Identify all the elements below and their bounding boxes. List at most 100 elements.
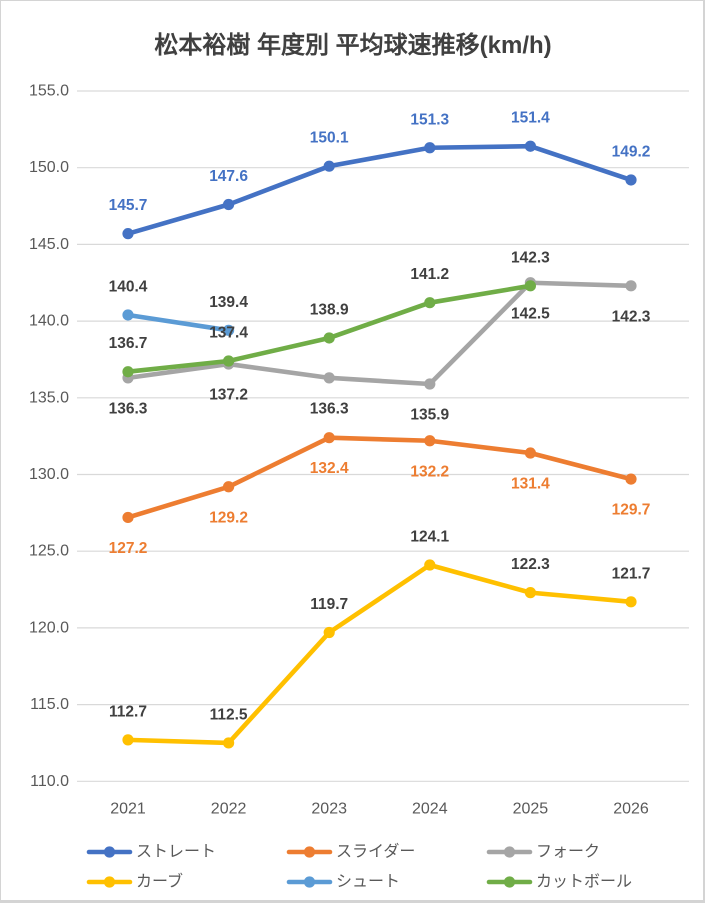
data-label-ストレート: 150.1 bbox=[310, 130, 349, 147]
series-marker-カットボール bbox=[223, 355, 235, 367]
x-axis-labels: 2021 2022 2023 2024 2025 2026 bbox=[110, 801, 649, 818]
series-marker-カットボール bbox=[424, 297, 436, 309]
data-label-スライダー: 132.4 bbox=[310, 460, 349, 477]
series-marker-シュート bbox=[122, 309, 134, 321]
legend-item-カーブ: カーブ bbox=[86, 872, 183, 891]
legend-item-フォーク: フォーク bbox=[486, 843, 600, 861]
series-marker-ストレート bbox=[122, 228, 134, 240]
series-line-ストレート bbox=[125, 143, 634, 236]
series-marker-カットボール bbox=[323, 332, 335, 344]
data-label-フォーク: 136.3 bbox=[109, 400, 148, 417]
data-label-カットボール: 142.3 bbox=[511, 249, 550, 266]
x-axis-label: 2021 bbox=[110, 801, 146, 818]
legend-marker bbox=[303, 846, 316, 858]
y-tick-label: 115.0 bbox=[30, 696, 69, 713]
data-label-スライダー: 129.7 bbox=[612, 502, 651, 519]
legend-label: ストレート bbox=[136, 844, 216, 861]
series-marker-カーブ bbox=[122, 734, 134, 746]
y-tick-label: 135.0 bbox=[29, 389, 69, 406]
data-label-シュート: 140.4 bbox=[109, 278, 148, 295]
data-label-フォーク: 142.3 bbox=[612, 308, 651, 325]
series-marker-カーブ bbox=[424, 559, 436, 571]
series-marker-カットボール bbox=[122, 366, 134, 378]
series-marker-スライダー bbox=[122, 511, 134, 524]
data-label-フォーク: 142.5 bbox=[511, 305, 550, 322]
legend-item-カットボール: カットボール bbox=[486, 873, 632, 891]
legend-label: フォーク bbox=[536, 843, 600, 861]
x-axis-label: 2023 bbox=[311, 801, 347, 818]
legend-label: カットボール bbox=[536, 873, 632, 891]
series-marker-フォーク bbox=[625, 280, 637, 292]
legend-label: スライダー bbox=[336, 843, 415, 861]
legend-marker bbox=[503, 876, 516, 888]
series-lines bbox=[122, 140, 637, 749]
data-label-フォーク: 136.3 bbox=[310, 400, 349, 417]
data-label-カットボール: 136.7 bbox=[109, 335, 148, 352]
series-marker-ストレート bbox=[223, 198, 235, 211]
series-marker-スライダー bbox=[323, 432, 335, 444]
series-marker-ストレート bbox=[524, 140, 537, 152]
data-label-カットボール: 137.4 bbox=[209, 324, 248, 341]
series-line-カットボール bbox=[125, 283, 533, 375]
x-axis-label: 2024 bbox=[412, 801, 448, 818]
y-tick-label: 155.0 bbox=[29, 83, 69, 100]
legend-marker bbox=[303, 876, 316, 888]
series-marker-ストレート bbox=[625, 174, 637, 186]
series-marker-スライダー bbox=[625, 473, 637, 485]
data-label-スライダー: 127.2 bbox=[109, 540, 148, 557]
data-label-ストレート: 145.7 bbox=[109, 197, 148, 214]
series-line-フォーク bbox=[125, 280, 634, 387]
data-label-カットボール: 138.9 bbox=[310, 301, 349, 318]
x-axis-label: 2026 bbox=[613, 801, 649, 818]
legend-label: カーブ bbox=[136, 872, 183, 891]
data-label-スライダー: 132.2 bbox=[410, 463, 449, 480]
data-label-カットボール: 141.2 bbox=[410, 266, 449, 283]
gridlines: 155.0 150.0 145.0 140.0 135.0 130.0 125.0 120.0… bbox=[29, 83, 689, 790]
data-labels: 145.7 147.6 150.1 151.3 151.4 149.2 127.2 129.2… bbox=[109, 110, 651, 724]
series-marker-カーブ bbox=[524, 587, 537, 599]
data-label-カーブ: 124.1 bbox=[410, 529, 449, 546]
y-tick-label: 145.0 bbox=[29, 236, 69, 253]
data-label-カーブ: 122.3 bbox=[511, 556, 550, 573]
y-tick-label: 150.0 bbox=[29, 159, 69, 176]
data-label-フォーク: 135.9 bbox=[410, 406, 449, 423]
data-label-シュート: 139.4 bbox=[209, 294, 248, 311]
y-tick-label: 120.0 bbox=[29, 619, 69, 636]
legend-marker bbox=[103, 846, 116, 858]
legend-marker bbox=[503, 846, 516, 858]
legend-marker bbox=[103, 876, 116, 888]
series-marker-スライダー bbox=[524, 447, 537, 459]
series-marker-スライダー bbox=[223, 481, 235, 493]
series-marker-ストレート bbox=[424, 142, 436, 154]
data-label-カーブ: 112.7 bbox=[109, 703, 147, 720]
series-marker-カットボール bbox=[524, 280, 537, 292]
series-marker-シュート bbox=[223, 324, 235, 336]
data-label-カーブ: 112.5 bbox=[210, 706, 248, 723]
data-label-フォーク: 137.2 bbox=[209, 387, 248, 404]
data-label-ストレート: 147.6 bbox=[209, 168, 248, 185]
series-marker-スライダー bbox=[424, 435, 436, 447]
legend-item-シュート: シュート bbox=[286, 874, 400, 891]
series-line-スライダー bbox=[125, 435, 634, 520]
x-axis-label: 2022 bbox=[211, 801, 247, 818]
series-line-シュート bbox=[125, 312, 231, 333]
data-label-ストレート: 149.2 bbox=[612, 143, 651, 160]
data-label-ストレート: 151.3 bbox=[410, 111, 449, 128]
series-marker-カーブ bbox=[323, 626, 335, 639]
data-label-カーブ: 121.7 bbox=[612, 565, 651, 582]
x-axis-label: 2025 bbox=[513, 801, 549, 818]
y-tick-label: 130.0 bbox=[29, 466, 69, 483]
legend-label: シュート bbox=[336, 874, 400, 891]
chart-title: 松本裕樹 年度別 平均球速推移(km/h) bbox=[154, 31, 551, 59]
series-marker-ストレート bbox=[323, 160, 335, 172]
data-label-スライダー: 129.2 bbox=[209, 509, 248, 526]
series-marker-フォーク bbox=[424, 378, 436, 390]
data-label-ストレート: 151.4 bbox=[511, 110, 550, 127]
data-label-スライダー: 131.4 bbox=[511, 476, 550, 493]
y-tick-label: 110.0 bbox=[30, 773, 69, 790]
series-marker-カーブ bbox=[625, 596, 637, 608]
legend-item-スライダー: スライダー bbox=[286, 843, 415, 861]
